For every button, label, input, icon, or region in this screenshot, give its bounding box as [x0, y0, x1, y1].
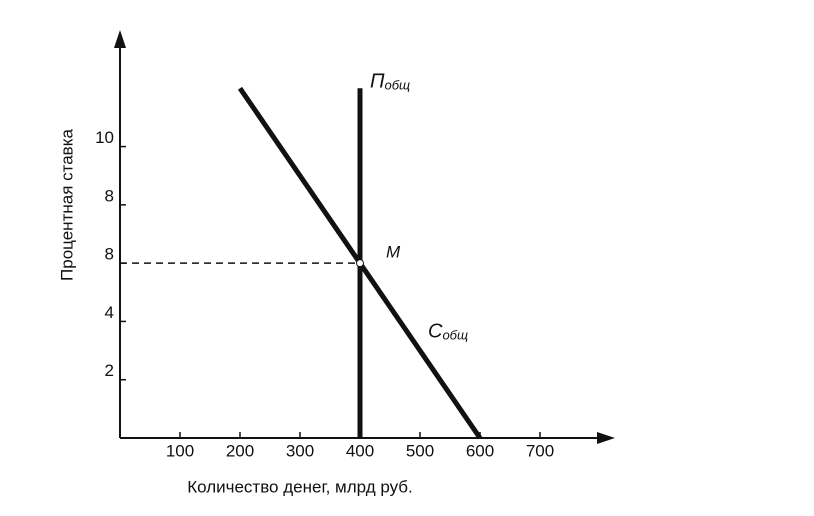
y-tick-label: 4: [105, 303, 114, 322]
x-tick-label: 500: [406, 441, 434, 460]
y-axis-arrow: [114, 30, 126, 48]
x-tick-label: 200: [226, 441, 254, 460]
x-tick-label: 700: [526, 441, 554, 460]
x-axis-label: Количество денег, млрд руб.: [187, 477, 413, 496]
series-label: Собщ: [428, 321, 468, 343]
series-subscript: общ: [385, 78, 411, 93]
y-tick-label: 8: [105, 186, 114, 205]
y-tick-label: 2: [105, 361, 114, 380]
series-subscript: общ: [442, 328, 468, 343]
series-label: Побщ: [370, 71, 410, 93]
x-tick-label: 300: [286, 441, 314, 460]
y-tick-label: 8: [105, 245, 114, 264]
series-name: С: [428, 321, 443, 343]
series-name: П: [370, 71, 385, 93]
x-tick-label: 100: [166, 441, 194, 460]
x-tick-label: 400: [346, 441, 374, 460]
x-axis-arrow: [597, 432, 615, 444]
x-tick-label: 600: [466, 441, 494, 460]
point: [356, 259, 364, 268]
y-axis-label: Процентная ставка: [57, 128, 76, 280]
point-label: M: [386, 243, 401, 262]
y-tick-label: 10: [95, 128, 114, 147]
